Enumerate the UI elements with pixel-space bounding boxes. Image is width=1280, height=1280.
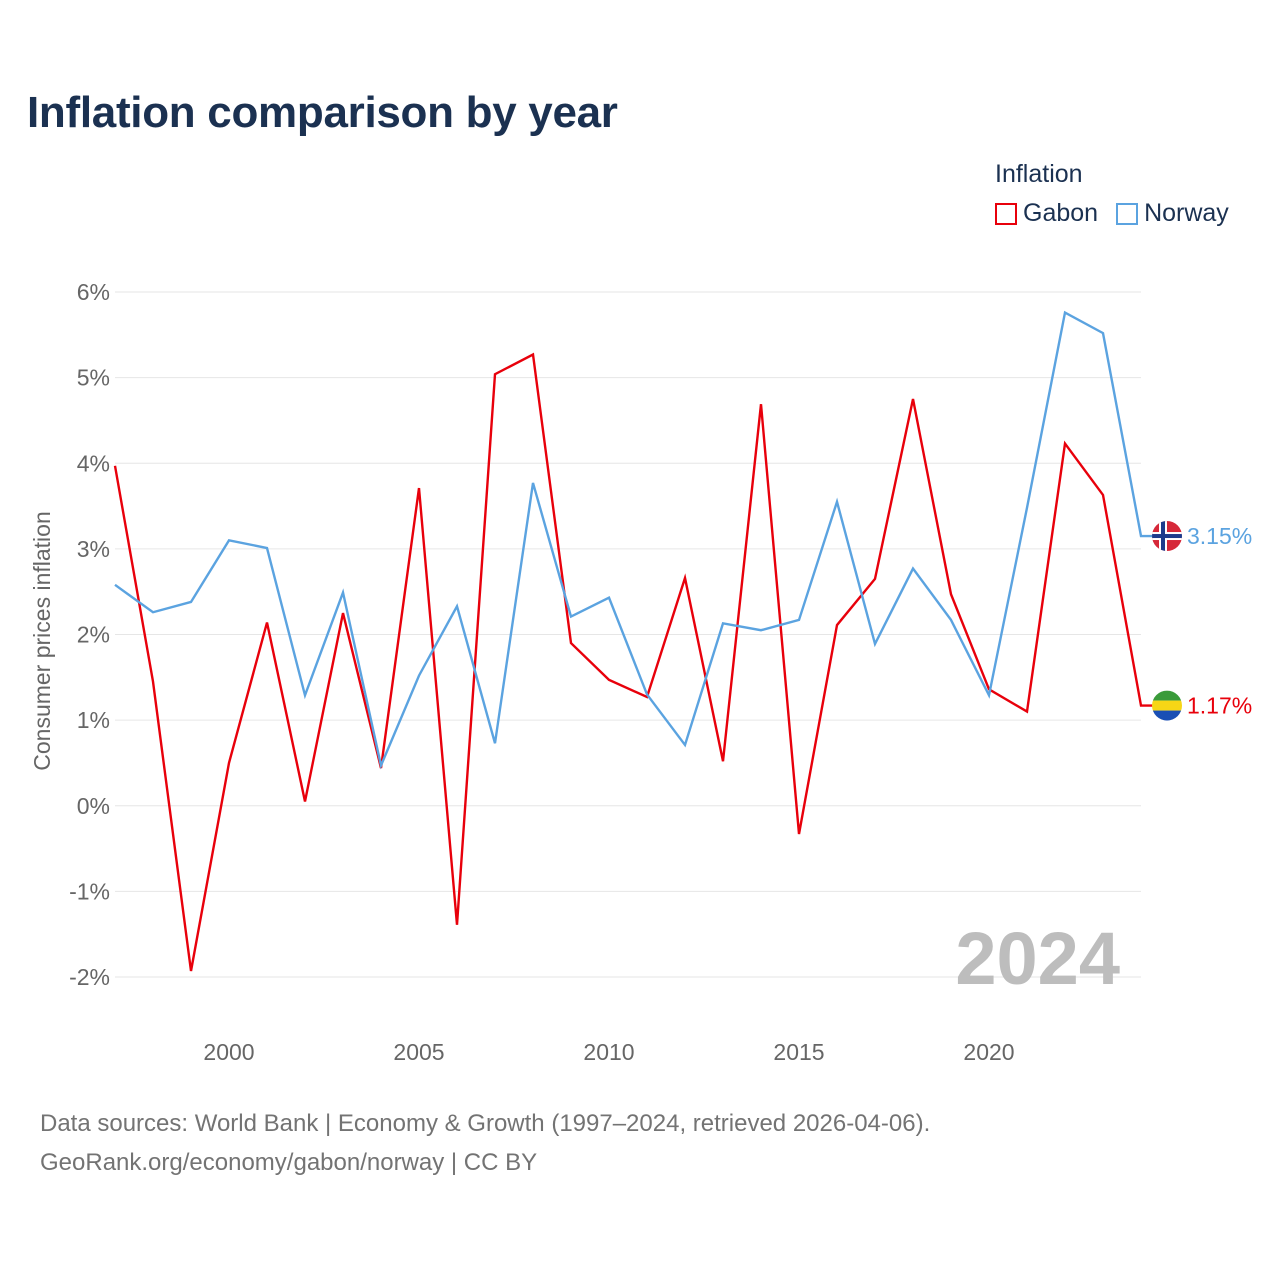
legend-item-norway[interactable]: Norway xyxy=(1116,199,1229,228)
gabon-flag-icon xyxy=(1152,690,1182,721)
x-tick-label: 2015 xyxy=(773,1039,824,1065)
legend-label-gabon: Gabon xyxy=(1023,199,1099,227)
y-tick-label: 2% xyxy=(77,622,110,648)
end-label-norway: 3.15% xyxy=(1187,523,1252,549)
y-tick-label: 0% xyxy=(77,793,110,819)
legend-title: Inflation xyxy=(995,160,1083,188)
legend-label-norway: Norway xyxy=(1144,199,1229,227)
x-tick-label: 2020 xyxy=(963,1039,1014,1065)
year-annotation: 2024 xyxy=(955,917,1120,1000)
y-tick-labels: -2% -1% 0% 1% 2% 3% 4% 5% 6% xyxy=(69,279,110,990)
series-line-gabon[interactable] xyxy=(113,352,1153,972)
y-tick-label: 4% xyxy=(77,450,110,476)
footer-sources: Data sources: World Bank | Economy & Gro… xyxy=(40,1110,931,1137)
footer-credit: GeoRank.org/economy/gabon/norway | CC BY xyxy=(40,1149,538,1176)
y-tick-label: 6% xyxy=(77,279,110,305)
series-layer xyxy=(113,310,1153,972)
legend: Inflation Gabon Norway xyxy=(995,160,1247,228)
legend-swatch-gabon xyxy=(995,202,1017,225)
y-tick-label: 3% xyxy=(77,536,110,562)
x-tick-labels: 2000 2005 2010 2015 2020 xyxy=(203,1039,1014,1065)
y-axis-title: Consumer prices inflation xyxy=(29,511,55,771)
legend-swatch-norway xyxy=(1116,202,1139,225)
end-labels: 1.17% 3.15% xyxy=(1152,521,1252,721)
x-tick-label: 2010 xyxy=(583,1039,634,1065)
x-tick-label: 2005 xyxy=(393,1039,444,1065)
x-tick-label: 2000 xyxy=(203,1039,254,1065)
chart-title: Inflation comparison by year xyxy=(27,88,618,137)
grid-layer xyxy=(115,291,1141,978)
y-tick-label: -1% xyxy=(69,878,110,904)
y-tick-label: -2% xyxy=(69,964,110,990)
y-tick-label: 1% xyxy=(77,707,110,733)
series-line-norway[interactable] xyxy=(114,310,1153,770)
y-tick-label: 5% xyxy=(77,365,110,391)
end-label-gabon: 1.17% xyxy=(1187,693,1252,719)
footer: Data sources: World Bank | Economy & Gro… xyxy=(40,1104,930,1182)
legend-item-gabon[interactable]: Gabon xyxy=(995,199,1098,228)
norway-flag-icon xyxy=(1152,521,1182,552)
